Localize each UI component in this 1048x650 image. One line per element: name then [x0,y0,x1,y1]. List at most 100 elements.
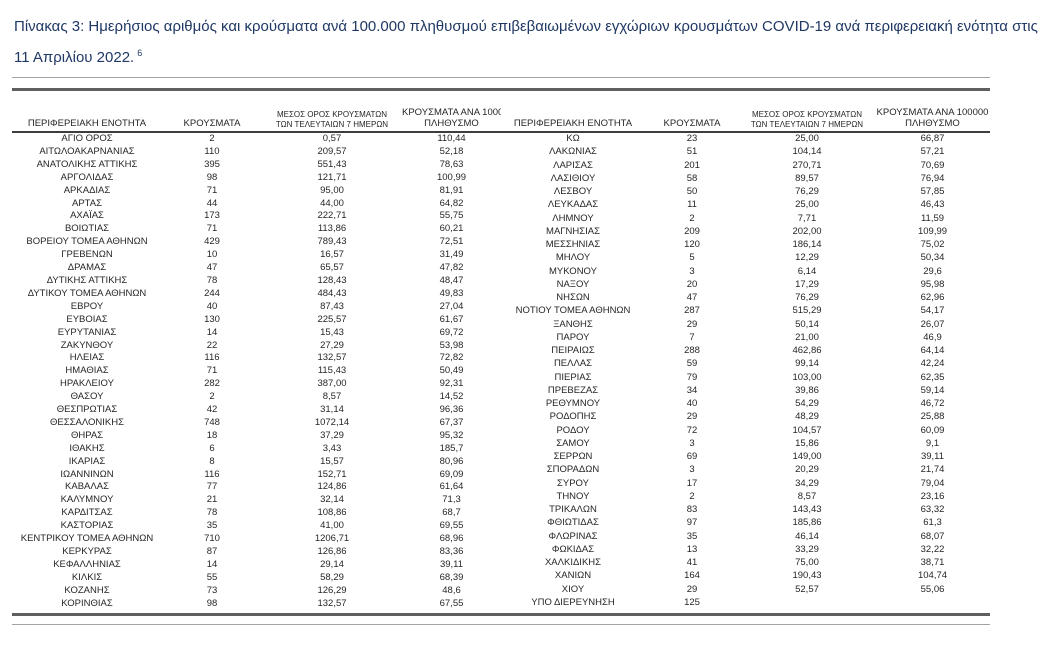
cases-value: 20 [686,278,698,290]
per100k-value: 78,63 [439,158,464,170]
avg7-value: 32,14 [320,494,344,506]
avg7-value: 3,43 [322,442,342,454]
table-row: ΝΟΤΙΟΥ ΤΟΜΕΑ ΑΘΗΝΩΝ 287 515,29 54,17 [501,305,990,318]
per100k-value: 47,82 [439,262,464,274]
region-name: ΓΡΕΒΕΝΩΝ [61,249,113,261]
table-row: ΤΡΙΚΑΛΩΝ 83 143,43 63,32 [501,504,990,517]
cases-value: 50 [686,186,698,198]
per100k-value: 81,91 [439,184,464,196]
region-name: ΜΥΚΟΝΟΥ [549,265,597,277]
avg7-value: 7,71 [797,212,817,224]
bottom-thin-rule [12,624,990,625]
region-name: ΧΑΛΚΙΔΙΚΗΣ [544,557,602,569]
col-header-avg7-line2: ΤΩΝ ΤΕΛΕΥΤΑΙΩΝ 7 ΗΜΕΡΩΝ [275,119,389,129]
region-name: ΤΗΝΟΥ [556,490,590,502]
avg7-value: 39,86 [795,384,819,396]
table-row: ΑΡΤΑΣ 44 44,00 64,82 [12,198,501,211]
avg7-value: 132,57 [317,352,347,364]
col-header-per100k-line1: ΚΡΟΥΣΜΑΤΑ ΑΝΑ 100000 [402,107,501,118]
per100k-value: 31,49 [439,249,464,261]
table-row: ΛΗΜΝΟΥ 2 7,71 11,59 [501,213,990,226]
table-row: ΚΙΛΚΙΣ 55 58,29 68,39 [12,572,501,585]
avg7-value: 12,29 [795,252,819,264]
cases-value: 34 [686,384,698,396]
cases-value: 14 [206,558,218,570]
per100k-value: 62,35 [920,371,945,383]
per100k-value: 39,11 [920,451,945,463]
avg7-value: 126,86 [317,546,347,557]
region-name: ΛΑΚΩΝΙΑΣ [549,146,597,158]
region-name: ΚΩ [566,133,580,145]
region-name: ΠΕΛΛΑΣ [553,358,593,370]
cases-value: 29 [686,583,698,595]
cases-value: 116 [204,352,220,364]
table-row: ΔΥΤΙΚΗΣ ΑΤΤΙΚΗΣ 78 128,43 48,47 [12,275,501,288]
table-row: ΛΑΣΙΘΙΟΥ 58 89,57 76,94 [501,173,990,186]
region-name: ΝΑΞΟΥ [556,278,590,290]
per100k-value: 72,82 [439,352,464,364]
per100k-value: 69,72 [439,326,464,338]
cases-value: 35 [206,520,218,532]
per100k-value: 68,96 [439,533,464,545]
col-header-cases: ΚΡΟΥΣΜΑΤΑ [183,117,241,129]
avg7-value: 20,29 [795,464,819,476]
region-name: ΣΕΡΡΩΝ [553,451,593,463]
region-name: ΛΗΜΝΟΥ [552,212,594,224]
avg7-value: 113,86 [317,223,347,235]
per100k-value: 64,82 [439,197,464,209]
per100k-value: 27,04 [439,300,464,312]
avg7-value: 17,29 [795,278,819,290]
avg7-value: 515,29 [792,305,822,317]
region-name: ΝΗΣΩΝ [556,292,590,304]
region-name: ΘΑΣΟΥ [70,391,104,403]
per100k-value: 80,96 [439,455,464,467]
cases-value: 3 [689,464,695,476]
avg7-value: 126,29 [317,584,347,596]
cases-value: 17 [686,477,698,489]
per100k-value: 42,24 [920,358,945,370]
per100k-value: 95,98 [920,278,945,290]
table-row: ΚΟΡΙΝΘΙΑΣ 98 132,57 67,55 [12,598,501,611]
cases-value: 6 [209,442,215,454]
table-row: ΚΑΛΥΜΝΟΥ 21 32,14 71,3 [12,494,501,507]
avg7-value: 270,71 [792,159,822,171]
avg7-value: 16,57 [320,249,344,261]
table-row: ΚΟΖΑΝΗΣ 73 126,29 48,6 [12,585,501,598]
region-name: ΒΟΡΕΙΟΥ ΤΟΜΕΑ ΑΘΗΝΩΝ [26,236,148,248]
per100k-value: 109,99 [917,225,948,237]
per100k-value: 46,72 [920,398,945,410]
avg7-value: 132,57 [317,597,347,609]
cases-value: 98 [206,171,218,183]
avg7-value: 46,14 [795,530,819,542]
table-row: ΞΑΝΘΗΣ 29 50,14 26,07 [501,319,990,332]
per100k-value: 32,22 [920,543,945,555]
cases-value: 18 [206,429,218,441]
table-row: ΧΑΝΙΩΝ 164 190,43 104,74 [501,570,990,583]
region-name: ΤΡΙΚΑΛΩΝ [549,504,597,516]
region-name: ΣΑΜΟΥ [556,437,590,449]
cases-value: 97 [686,517,698,529]
avg7-value: 15,86 [795,437,819,449]
per100k-value: 55,06 [920,583,945,595]
avg7-value: 1206,71 [314,533,350,545]
table-top-border [12,88,990,91]
cases-value: 78 [206,507,218,519]
cases-value: 71 [206,223,218,235]
per100k-value: 75,02 [920,239,945,251]
table-row: ΡΕΘΥΜΝΟΥ 40 54,29 46,72 [501,398,990,411]
table-row: ΛΕΥΚΑΔΑΣ 11 25,00 46,43 [501,199,990,212]
per100k-value: 48,6 [442,584,461,596]
avg7-value: 48,29 [795,411,819,423]
region-name: ΚΕΦΑΛΛΗΝΙΑΣ [53,558,121,570]
cases-value: 3 [689,437,695,449]
region-name: ΣΥΡΟΥ [557,477,589,489]
per100k-value: 61,64 [439,481,464,493]
per100k-value: 96,36 [439,404,464,416]
col-header-avg7: ΜΕΣΟΣ ΟΡΟΣ ΚΡΟΥΣΜΑΤΩΝ ΤΩΝ ΤΕΛΕΥΤΑΙΩΝ 7 ΗΜ… [262,102,402,132]
per100k-value: 100,99 [436,171,467,183]
table-row: ΑΧΑΪΑΣ 173 222,71 55,75 [12,210,501,223]
region-name: ΧΑΝΙΩΝ [554,570,592,582]
avg7-value: 387,00 [317,378,347,390]
avg7-value: 95,00 [320,184,344,196]
region-name: ΛΕΣΒΟΥ [553,186,593,198]
